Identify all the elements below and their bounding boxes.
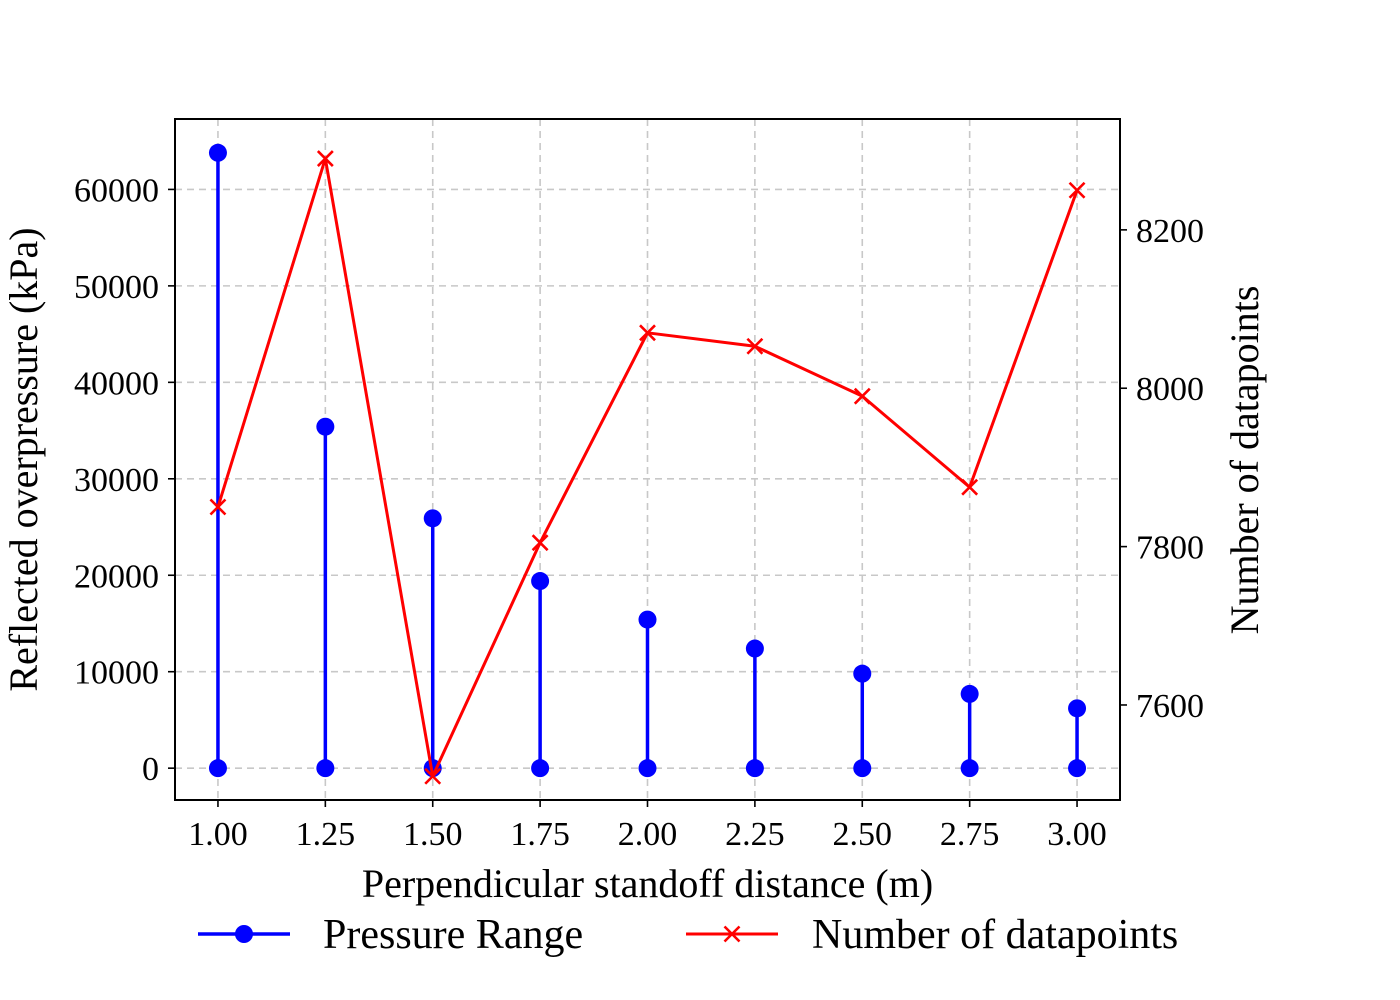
datapoints-marker [531, 534, 549, 552]
pressure-range-high-marker [423, 509, 442, 528]
left-y-tick-label: 60000 [74, 172, 159, 209]
axes: 1.00 1.25 1.50 1.75 2.00 2.25 2.50 2.75 3.00 0 100… [74, 172, 1204, 853]
left-y-tick-label: 30000 [74, 462, 159, 499]
datapoints-marker [316, 150, 334, 168]
x-tick-label: 3.00 [1047, 816, 1107, 853]
datapoints-marker [853, 387, 871, 405]
x-tick-label: 1.00 [188, 816, 248, 853]
legend-label-pressure-range: Pressure Range [323, 912, 583, 958]
datapoints-marker [639, 324, 656, 342]
left-y-tick-label: 0 [142, 751, 159, 788]
x-tick-label: 2.75 [940, 816, 1000, 853]
pressure-range-high-marker [208, 143, 227, 162]
x-tick-label: 1.75 [510, 816, 570, 853]
left-y-axis-title: Reflected overpressure (kPa) [1, 227, 46, 691]
left-y-tick-label: 20000 [74, 558, 159, 595]
legend-item-pressure-range: Pressure Range [198, 912, 583, 958]
x-tick-label: 2.50 [833, 816, 893, 853]
right-y-tick-label: 8000 [1136, 371, 1204, 408]
pressure-range-low-marker [1068, 759, 1087, 778]
x-axis-title: Perpendicular standoff distance (m) [362, 861, 933, 906]
legend-marker-number-of-datapoints [723, 925, 741, 943]
pressure-range-low-marker [745, 759, 764, 778]
legend-label-number-of-datapoints: Number of datapoints [812, 912, 1178, 958]
pressure-range-high-marker [745, 639, 764, 658]
pressure-range-high-marker [531, 572, 550, 591]
x-tick-label: 1.25 [296, 816, 356, 853]
right-y-tick-label: 8200 [1136, 213, 1204, 250]
datapoints-marker [1068, 181, 1086, 199]
pressure-range-high-marker [960, 684, 979, 703]
pressure-range-low-marker [208, 759, 227, 778]
left-y-tick-label: 10000 [74, 655, 159, 692]
pressure-range-high-marker [1068, 699, 1087, 718]
legend-item-number-of-datapoints: Number of datapoints [686, 912, 1178, 958]
pressure-range-low-marker [531, 759, 550, 778]
x-tick-label: 2.00 [618, 816, 678, 853]
legend-marker-pressure-range [235, 925, 253, 943]
right-y-tick-label: 7600 [1136, 688, 1204, 725]
datapoints-marker [424, 767, 442, 785]
right-y-axis-title: Number of datapoints [1222, 286, 1267, 635]
left-y-tick-label: 50000 [74, 269, 159, 306]
pressure-range-high-marker [638, 610, 657, 629]
datapoints-marker [209, 498, 227, 516]
pressure-range-high-marker [316, 417, 335, 436]
pressure-range-high-marker [853, 664, 872, 683]
x-tick-label: 1.50 [403, 816, 463, 853]
x-tick-label: 2.25 [725, 816, 785, 853]
datapoints-marker [961, 478, 979, 496]
pressure-range-low-marker [638, 759, 657, 778]
plot-series [208, 143, 1087, 785]
datapoints-marker [746, 337, 764, 355]
legend: Pressure Range Number of datapoints [198, 912, 1178, 958]
pressure-range-low-marker [316, 759, 335, 778]
pressure-range-low-marker [853, 759, 872, 778]
pressure-range-low-marker [960, 759, 979, 778]
right-y-tick-label: 7800 [1136, 530, 1204, 567]
left-y-tick-label: 40000 [74, 365, 159, 402]
